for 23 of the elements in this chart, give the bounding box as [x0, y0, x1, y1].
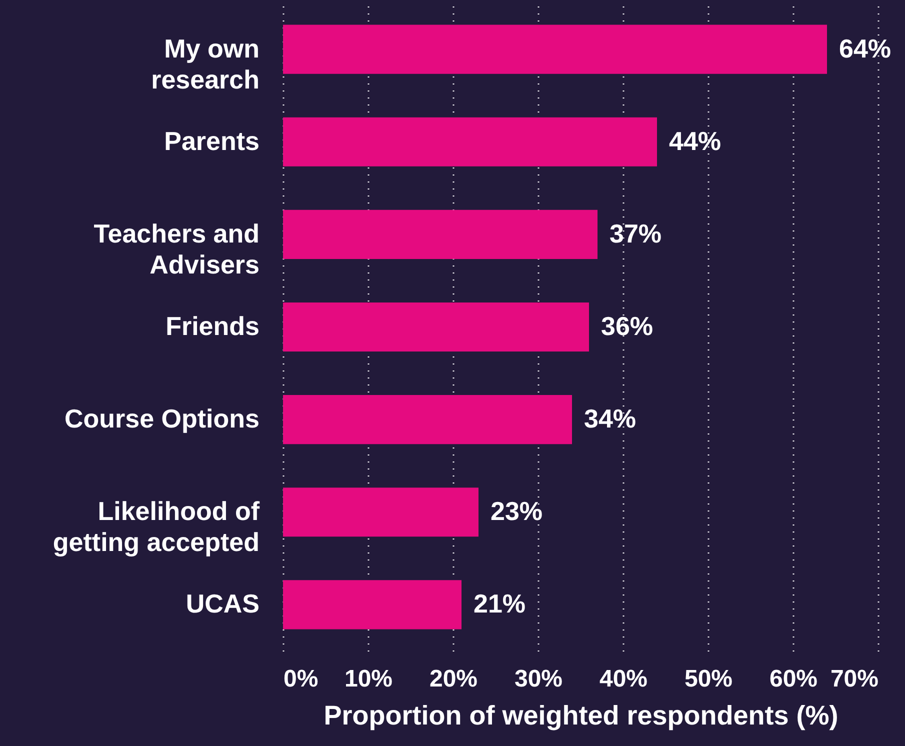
x-tick-label: 0% [284, 666, 318, 692]
data-label: 34% [584, 404, 636, 434]
x-tick-label: 10% [344, 666, 393, 692]
y-tick-label: Parents [164, 126, 260, 156]
y-tick-label: My own research [151, 33, 260, 94]
data-label: 64% [839, 33, 892, 64]
y-tick-label: Teachers and Advisers [94, 218, 260, 280]
y-tick-label: Likelihood of getting accepted [52, 496, 260, 558]
x-tick-label: 50% [684, 666, 733, 692]
y-tick-label: Friends [166, 311, 260, 341]
x-tick-label: 40% [599, 666, 648, 692]
data-label: 37% [610, 218, 662, 248]
x-tick-label: 60% [769, 666, 818, 692]
x-axis-title: Proportion of weighted respondents (%) [324, 700, 838, 730]
x-tick-label: 70% [830, 666, 878, 692]
data-label: 36% [601, 311, 654, 341]
data-label: 44% [669, 126, 722, 156]
x-tick-label: 20% [429, 666, 478, 692]
x-tick-label: 30% [514, 666, 563, 692]
data-label: 23% [490, 496, 543, 526]
y-tick-label: UCAS [186, 588, 260, 619]
data-label: 21% [474, 588, 526, 619]
y-tick-label: Course Options [64, 404, 260, 434]
